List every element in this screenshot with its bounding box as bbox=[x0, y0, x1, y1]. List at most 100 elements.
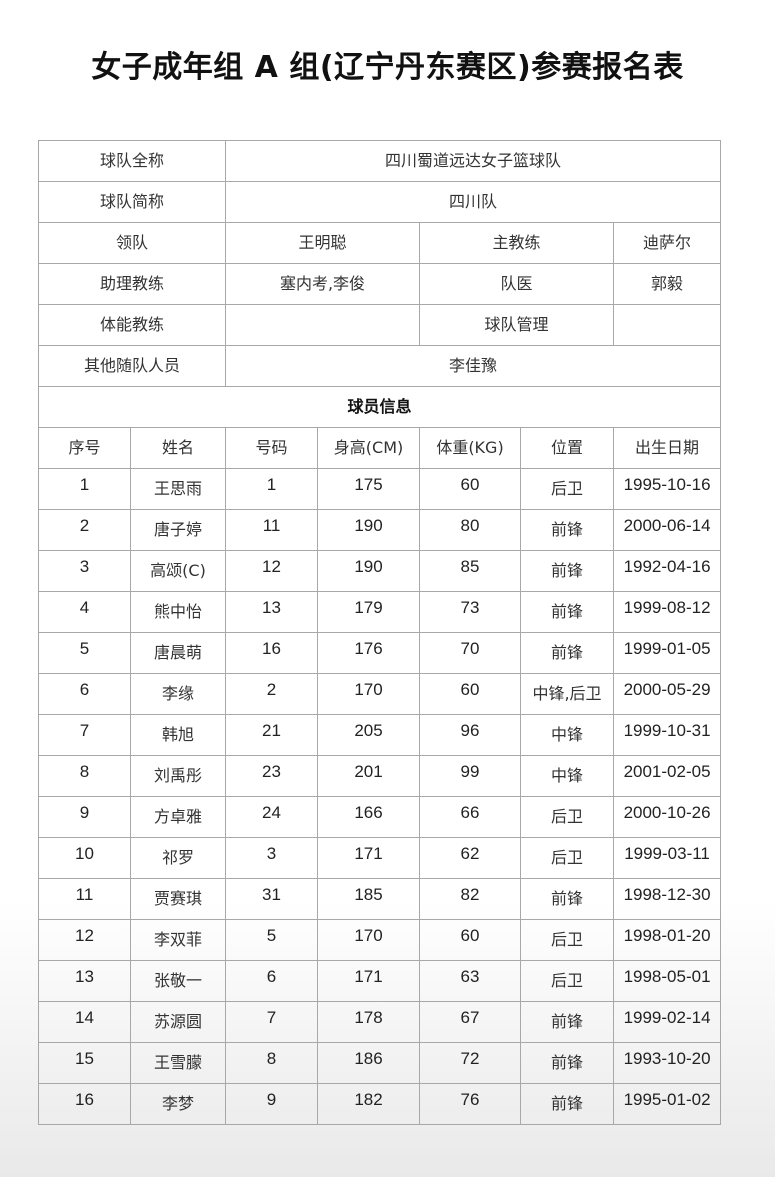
player-row: 10 祁罗 3 171 62 后卫 1999-03-11 bbox=[38, 837, 722, 879]
player-cell: 中锋,后卫 bbox=[520, 673, 615, 715]
player-cell: 2000-10-26 bbox=[613, 796, 722, 838]
player-cell: 1995-01-02 bbox=[613, 1083, 722, 1125]
player-cell: 13 bbox=[38, 960, 131, 1002]
player-cell: 16 bbox=[225, 632, 319, 674]
player-row: 4 熊中怡 13 179 73 前锋 1999-08-12 bbox=[38, 591, 722, 633]
player-cell: 10 bbox=[38, 837, 131, 879]
row-other-staff: 其他随队人员 李佳豫 bbox=[37, 345, 722, 387]
player-cell: 张敬一 bbox=[129, 960, 227, 1002]
player-cell: 2 bbox=[38, 509, 131, 551]
player-row: 8 刘禹彤 23 201 99 中锋 2001-02-05 bbox=[38, 755, 722, 797]
player-row: 11 贾赛琪 31 185 82 前锋 1998-12-30 bbox=[38, 878, 722, 920]
player-cell: 15 bbox=[38, 1042, 131, 1084]
player-cell: 170 bbox=[317, 919, 421, 961]
player-cell: 1999-02-14 bbox=[613, 1001, 722, 1043]
player-cell: 前锋 bbox=[520, 1001, 615, 1043]
player-cell: 8 bbox=[38, 755, 131, 797]
player-cell: 175 bbox=[317, 468, 421, 510]
player-row: 5 唐晨萌 16 176 70 前锋 1999-01-05 bbox=[38, 632, 722, 674]
player-cell: 1999-10-31 bbox=[613, 714, 722, 756]
player-cell: 1998-01-20 bbox=[613, 919, 722, 961]
player-row: 6 李缘 2 170 60 中锋,后卫 2000-05-29 bbox=[38, 673, 722, 715]
player-cell: 1993-10-20 bbox=[613, 1042, 722, 1084]
player-cell: 后卫 bbox=[520, 919, 615, 961]
player-cell: 王雪朦 bbox=[129, 1042, 227, 1084]
assistant-coach-value: 塞内考,李俊 bbox=[225, 263, 421, 305]
player-cell: 李梦 bbox=[129, 1083, 227, 1125]
player-cell: 6 bbox=[38, 673, 131, 715]
doctor-value: 郭毅 bbox=[613, 263, 722, 305]
player-cell: 后卫 bbox=[520, 960, 615, 1002]
player-row: 16 李梦 9 182 76 前锋 1995-01-02 bbox=[38, 1083, 722, 1125]
player-cell: 176 bbox=[317, 632, 421, 674]
player-cell: 贾赛琪 bbox=[129, 878, 227, 920]
player-cell: 前锋 bbox=[520, 591, 615, 633]
player-cell: 前锋 bbox=[520, 878, 615, 920]
player-cell: 祁罗 bbox=[129, 837, 227, 879]
player-cell: 11 bbox=[225, 509, 319, 551]
column-header: 位置 bbox=[520, 427, 615, 469]
player-cell: 1999-03-11 bbox=[613, 837, 722, 879]
short-name-value: 四川队 bbox=[225, 181, 722, 223]
player-cell: 2000-05-29 bbox=[613, 673, 722, 715]
player-cell: 178 bbox=[317, 1001, 421, 1043]
column-header: 序号 bbox=[38, 427, 131, 469]
player-row: 15 王雪朦 8 186 72 前锋 1993-10-20 bbox=[38, 1042, 722, 1084]
manager-label: 球队管理 bbox=[419, 304, 615, 346]
row-leader: 领队 王明聪 主教练 迪萨尔 bbox=[37, 222, 722, 264]
player-cell: 205 bbox=[317, 714, 421, 756]
player-cell: 1 bbox=[38, 468, 131, 510]
player-cell: 李双菲 bbox=[129, 919, 227, 961]
player-row: 13 张敬一 6 171 63 后卫 1998-05-01 bbox=[38, 960, 722, 1002]
doctor-label: 队医 bbox=[419, 263, 615, 305]
column-header: 身高(CM) bbox=[317, 427, 421, 469]
player-cell: 21 bbox=[225, 714, 319, 756]
players-section-heading: 球员信息 bbox=[37, 386, 722, 428]
manager-value bbox=[613, 304, 722, 346]
player-cell: 前锋 bbox=[520, 632, 615, 674]
fitness-coach-label: 体能教练 bbox=[37, 304, 227, 346]
row-fitness: 体能教练 球队管理 bbox=[37, 304, 722, 346]
player-cell: 6 bbox=[225, 960, 319, 1002]
player-cell: 99 bbox=[419, 755, 522, 797]
player-cell: 前锋 bbox=[520, 550, 615, 592]
player-cell: 182 bbox=[317, 1083, 421, 1125]
player-row: 3 高颂(C) 12 190 85 前锋 1992-04-16 bbox=[38, 550, 722, 592]
player-cell: 171 bbox=[317, 837, 421, 879]
head-coach-label: 主教练 bbox=[419, 222, 615, 264]
row-section: 球员信息 bbox=[37, 386, 722, 428]
assistant-coach-label: 助理教练 bbox=[37, 263, 227, 305]
player-cell: 201 bbox=[317, 755, 421, 797]
player-cell: 96 bbox=[419, 714, 522, 756]
player-cell: 1998-12-30 bbox=[613, 878, 722, 920]
player-cell: 13 bbox=[225, 591, 319, 633]
player-cell: 60 bbox=[419, 673, 522, 715]
player-cell: 1995-10-16 bbox=[613, 468, 722, 510]
player-cell: 3 bbox=[38, 550, 131, 592]
player-row: 2 唐子婷 11 190 80 前锋 2000-06-14 bbox=[38, 509, 722, 551]
player-cell: 后卫 bbox=[520, 468, 615, 510]
column-header: 姓名 bbox=[129, 427, 227, 469]
player-cell: 高颂(C) bbox=[129, 550, 227, 592]
player-cell: 3 bbox=[225, 837, 319, 879]
player-cell: 唐晨萌 bbox=[129, 632, 227, 674]
player-cell: 中锋 bbox=[520, 755, 615, 797]
player-cell: 7 bbox=[225, 1001, 319, 1043]
registration-table: 球队全称 四川蜀道远达女子篮球队 球队简称 四川队 领队 王明聪 主教练 迪萨尔… bbox=[37, 140, 722, 1125]
player-cell: 7 bbox=[38, 714, 131, 756]
player-cell: 5 bbox=[38, 632, 131, 674]
player-cell: 12 bbox=[225, 550, 319, 592]
player-cell: 85 bbox=[419, 550, 522, 592]
leader-value: 王明聪 bbox=[225, 222, 421, 264]
player-cell: 16 bbox=[38, 1083, 131, 1125]
player-cell: 73 bbox=[419, 591, 522, 633]
row-short-name: 球队简称 四川队 bbox=[37, 181, 722, 223]
other-staff-label: 其他随队人员 bbox=[37, 345, 227, 387]
player-cell: 23 bbox=[225, 755, 319, 797]
player-cell: 76 bbox=[419, 1083, 522, 1125]
player-cell: 186 bbox=[317, 1042, 421, 1084]
player-cell: 8 bbox=[225, 1042, 319, 1084]
player-cell: 1998-05-01 bbox=[613, 960, 722, 1002]
player-cell: 190 bbox=[317, 509, 421, 551]
player-cell: 2000-06-14 bbox=[613, 509, 722, 551]
